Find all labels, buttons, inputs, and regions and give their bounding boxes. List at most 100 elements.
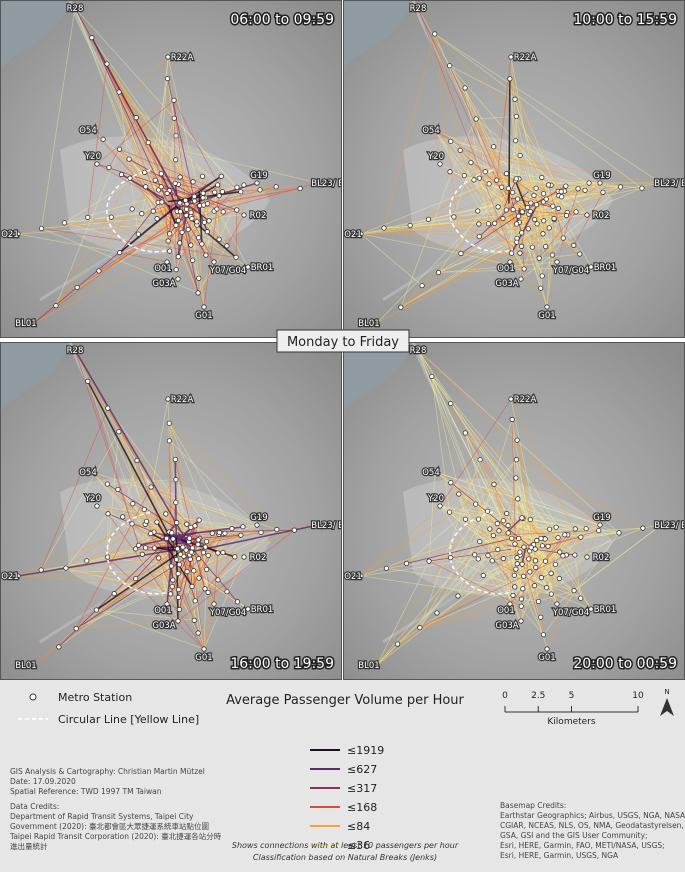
flow-line (119, 210, 215, 254)
station-dot (232, 554, 238, 560)
station-dot (517, 152, 523, 159)
flow-line (41, 228, 237, 258)
flow-line (75, 549, 187, 629)
station-dot (148, 484, 154, 490)
legend-class-label: ≤84 (347, 820, 370, 833)
station-dot (476, 175, 483, 181)
station-dot (509, 535, 515, 541)
station-dot (200, 550, 207, 556)
station-dot (551, 215, 557, 222)
station-label: Y07/G04 (209, 608, 246, 618)
station-dot (133, 546, 139, 552)
flow-line (438, 261, 558, 273)
station-dot (491, 481, 497, 487)
flow-line (434, 33, 662, 184)
station-label: BL23/ BR24 (311, 179, 361, 189)
station-dot (415, 5, 421, 11)
flow-line (507, 532, 511, 605)
flow-line (135, 545, 167, 579)
station-dot (220, 209, 226, 215)
flow-line (541, 177, 544, 194)
station-dot (191, 617, 197, 623)
station-dot (513, 475, 519, 481)
flow-line (197, 245, 228, 294)
flow-line (65, 513, 109, 569)
credit-line: Department of Rapid Transit Systems, Tai… (10, 812, 194, 821)
station-dot (175, 276, 181, 282)
station-dot (187, 556, 193, 562)
station-dot (476, 221, 482, 227)
station-dot (192, 598, 198, 604)
flow-line (536, 223, 580, 255)
flow-line (107, 556, 205, 650)
station-dot (222, 530, 228, 536)
flow-line (144, 398, 169, 525)
station-dot (480, 572, 486, 578)
station-dot (578, 595, 584, 601)
station-dot (176, 586, 182, 593)
station-dot (432, 127, 438, 133)
station-dot (525, 226, 531, 232)
station-label: O54 (422, 126, 440, 136)
station-dot (183, 206, 190, 212)
flow-line (511, 212, 523, 254)
station-dot (203, 538, 210, 545)
station-dot (108, 214, 114, 220)
station-dot (540, 632, 547, 638)
station-label: G01 (538, 311, 555, 321)
station-dot (538, 575, 544, 581)
flow-line (434, 129, 559, 209)
north-label: N (664, 688, 669, 696)
center-label-box (276, 329, 410, 353)
flow-line (167, 78, 194, 193)
station-dot (189, 545, 196, 551)
flow-line (516, 195, 560, 225)
station-dot (100, 136, 106, 142)
flow-line (515, 140, 588, 216)
station-dot (539, 273, 545, 279)
station-dot (476, 233, 482, 240)
station-dot (164, 535, 170, 542)
station-label: O21 (1, 572, 19, 582)
station-dot (600, 189, 606, 195)
station-label: O01 (497, 606, 515, 616)
flow-line (479, 541, 516, 588)
station-dot (658, 522, 664, 528)
panel-title: 10:00 to 15:59 (573, 12, 677, 28)
panel-title: 20:00 to 00:59 (573, 656, 677, 672)
flow-line (177, 529, 295, 622)
station-dot (56, 644, 62, 650)
station-dot (105, 511, 111, 517)
station-dot (136, 542, 142, 548)
panel-title: 16:00 to 19:59 (230, 656, 334, 672)
station-dot (201, 304, 207, 310)
station-dot (145, 139, 151, 146)
station-dot (189, 216, 195, 222)
station-dot (573, 209, 579, 215)
station-label: G19 (250, 171, 267, 181)
flow-line (527, 228, 553, 256)
station-dot (559, 194, 565, 200)
flow-line (538, 211, 577, 259)
station-dot (201, 646, 207, 652)
flow-line (173, 100, 223, 192)
station-dot (204, 566, 210, 573)
credit-line: 進出量統計 (10, 841, 48, 851)
flow-line (360, 211, 523, 235)
flow-line (17, 233, 120, 254)
flow-line (564, 524, 601, 536)
station-dot (571, 588, 577, 594)
station-label: R22A (171, 53, 194, 63)
station-dot (539, 174, 545, 181)
station-label: BR01 (251, 605, 274, 615)
station-dot (555, 535, 561, 541)
flow-line (406, 503, 476, 564)
flow-line (189, 535, 206, 589)
station-dot (447, 169, 453, 175)
flow-line (521, 232, 525, 269)
flow-line (91, 37, 159, 203)
flow-line (194, 556, 236, 602)
station-label: G19 (593, 513, 610, 523)
station-dot (196, 575, 202, 581)
flow-line (193, 570, 205, 650)
